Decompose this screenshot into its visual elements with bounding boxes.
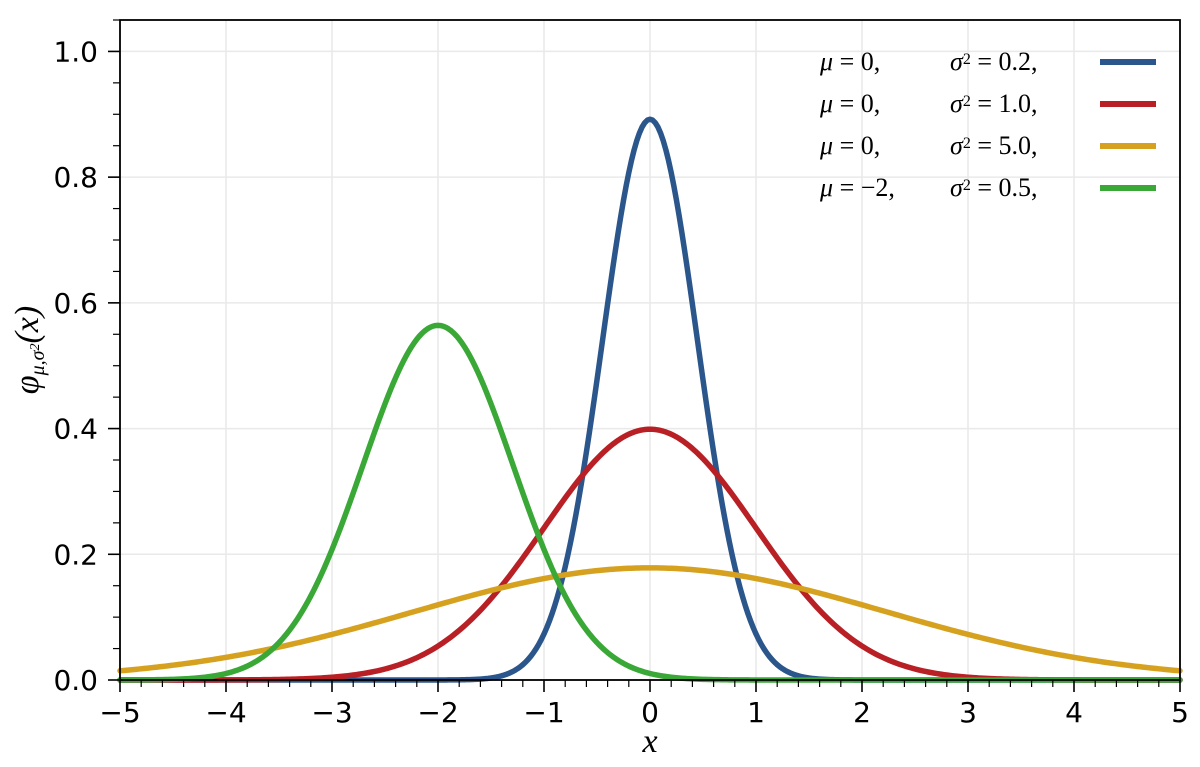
y-tick-label: 0.6 xyxy=(53,287,98,320)
y-tick-label: 0.4 xyxy=(53,413,98,446)
x-tick-label: −2 xyxy=(417,696,458,729)
x-tick-label: 2 xyxy=(853,696,871,729)
y-tick-label: 0.8 xyxy=(53,161,98,194)
y-tick-label: 0.0 xyxy=(53,664,98,697)
x-tick-label: −1 xyxy=(523,696,564,729)
chart-container: −5−4−3−2−10123450.00.20.40.60.81.0xφμ,σ2… xyxy=(0,0,1200,767)
x-tick-label: −3 xyxy=(311,696,352,729)
x-tick-label: 3 xyxy=(959,696,977,729)
legend-mu-yellow: μ = 0, xyxy=(819,131,880,160)
legend-mu-green: μ = −2, xyxy=(819,173,895,202)
normal-pdf-chart: −5−4−3−2−10123450.00.20.40.60.81.0xφμ,σ2… xyxy=(0,0,1200,767)
x-tick-label: 5 xyxy=(1171,696,1189,729)
x-tick-label: 4 xyxy=(1065,696,1083,729)
y-tick-label: 0.2 xyxy=(53,538,98,571)
legend-mu-red: μ = 0, xyxy=(819,89,880,118)
x-tick-label: 1 xyxy=(747,696,765,729)
y-tick-label: 1.0 xyxy=(53,35,98,68)
x-axis-label: x xyxy=(641,723,657,760)
legend-mu-blue: μ = 0, xyxy=(819,47,880,76)
x-tick-label: −4 xyxy=(205,696,246,729)
x-tick-label: −5 xyxy=(99,696,140,729)
